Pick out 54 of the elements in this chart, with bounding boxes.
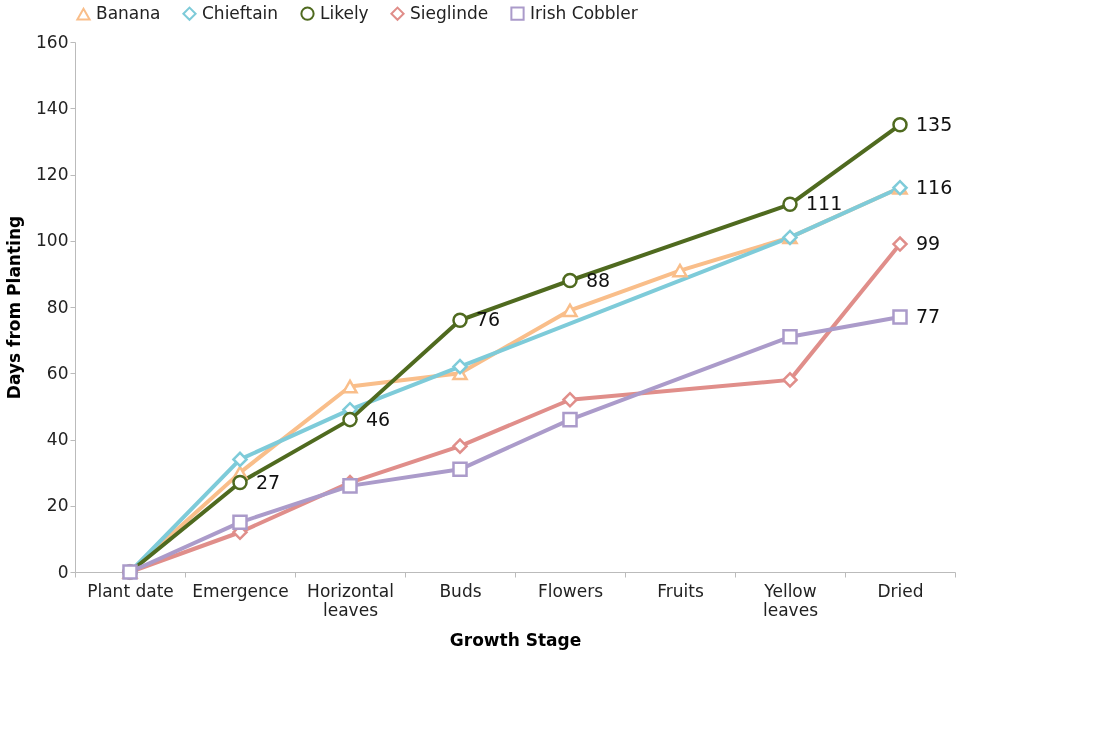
x-tick-label: Horizontal leaves — [307, 580, 394, 620]
y-tick-label: 140 — [36, 97, 69, 118]
data-label: 135 — [916, 112, 953, 135]
legend-label: Banana — [96, 3, 161, 24]
data-label: 116 — [916, 175, 953, 198]
y-tick-label: 80 — [46, 296, 69, 317]
point — [562, 303, 578, 318]
point — [892, 117, 908, 133]
data-label: 46 — [366, 407, 391, 430]
data-label: 111 — [806, 192, 843, 215]
y-tick-label: 120 — [36, 164, 69, 184]
x-tick-label: Fruits — [657, 580, 704, 601]
y-tick-label: 60 — [46, 362, 69, 383]
data-label: 77 — [916, 304, 941, 327]
point — [342, 411, 358, 428]
point — [782, 196, 798, 213]
y-tick-label: 160 — [36, 31, 69, 52]
point — [782, 372, 798, 388]
y-axis-title: Days from Planting — [4, 215, 25, 400]
legend-label: Chieftain — [202, 2, 279, 23]
point — [452, 461, 468, 478]
legend-label: Irish Cobbler — [530, 2, 638, 23]
x-axis-title: Growth Stage — [449, 629, 582, 650]
point — [342, 478, 358, 494]
x-tick-label: Dried — [877, 580, 924, 601]
x-tick-label: Plant date — [87, 580, 174, 601]
point — [342, 379, 358, 394]
point — [232, 451, 248, 468]
y-tick-label: 40 — [46, 429, 69, 449]
x-tick-label: Flowers — [537, 580, 604, 601]
x-tick-label: Emergence — [192, 580, 289, 601]
point — [562, 411, 578, 428]
point — [892, 236, 908, 252]
point — [672, 263, 688, 278]
y-tick-label: 100 — [36, 230, 69, 251]
point — [232, 514, 248, 531]
y-tick-label: 20 — [46, 495, 69, 516]
point — [452, 358, 468, 375]
point — [562, 391, 578, 408]
point — [452, 438, 468, 454]
data-label: 99 — [916, 232, 941, 255]
data-label: 88 — [586, 268, 611, 291]
point — [232, 474, 248, 491]
legend-label: Likely — [320, 2, 369, 23]
point — [782, 329, 798, 345]
data-label: 27 — [256, 470, 281, 493]
x-tick-label: Buds — [439, 580, 482, 601]
y-tick-label: 0 — [57, 561, 69, 582]
x-tick-label: Yellow leaves — [763, 580, 819, 620]
point — [452, 312, 468, 329]
point — [892, 309, 908, 325]
data-label: 76 — [476, 308, 501, 331]
point — [562, 272, 578, 289]
legend-label: Sieglinde — [410, 2, 489, 23]
